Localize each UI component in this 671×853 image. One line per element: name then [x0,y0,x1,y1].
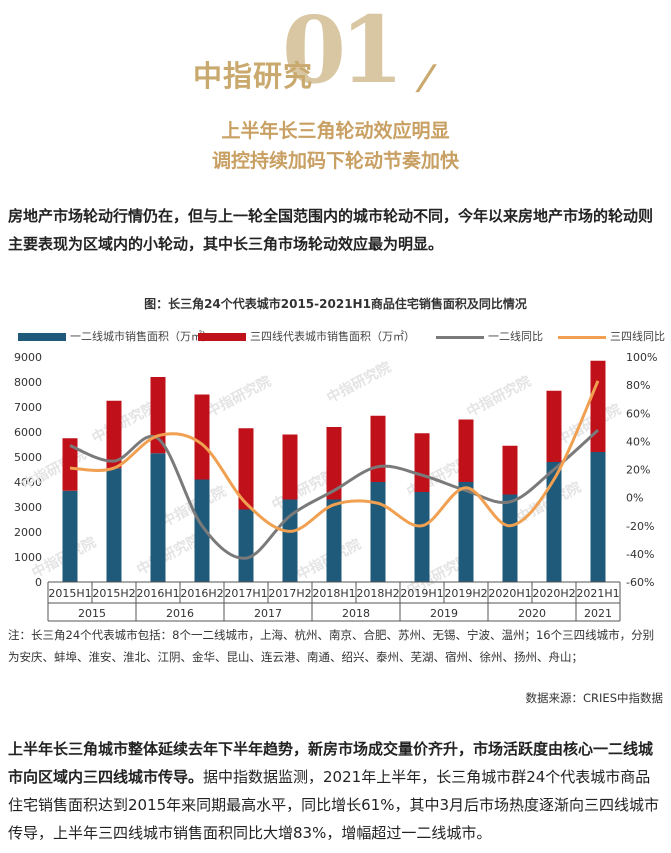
y-right-tick-label: -20% [626,520,654,533]
bar-tier34 [326,427,342,500]
chart-footnote: 注：长三角24个代表城市包括：8个一二线城市，上海、杭州、南京、合肥、苏州、无锡… [8,628,655,664]
legend-swatch [436,335,484,339]
x-year-label: 2017 [254,607,282,620]
bar-tier34 [282,434,298,500]
chart-legend: 一二线城市销售面积（万㎡） 三四线代表城市销售面积（万㎡） 一二线同比 三四线同… [0,328,671,344]
bar-tier12 [106,468,122,582]
legend-swatch [198,333,246,341]
y-right-tick-label: -40% [626,548,654,561]
line-tier34-yoy [69,380,600,533]
intro-paragraph: 房地产市场轮动行情仍在，但与上一轮全国范围内的城市轮动不同，今年以来房地产市场的… [8,207,654,253]
y-left-tick-label: 2000 [14,526,42,539]
chart-svg: 0 1000 2000 3000 4000 5000 6000 7000 8000 9000 -60… [14,351,657,622]
watermark-text: 中指研究院 [324,359,394,407]
legend-item-tier34-yoy: 三四线同比 [558,328,665,344]
watermark-text: 中指研究院 [134,531,204,579]
bar-tier12 [414,492,430,582]
x-year-label: 2016 [166,607,194,620]
section-number: 01 [282,0,404,104]
y-left-tick-label: 8000 [14,376,42,389]
x-year-label: 2018 [342,607,370,620]
bar-tier34 [238,428,254,510]
y-right-tick-label: 60% [626,407,650,420]
x-category-label: 2016H2 [180,587,223,600]
bar-tier34 [194,394,210,480]
x-category-label: 2020H2 [532,587,575,600]
body-paragraph: 上半年长三角城市整体延续去年下半年趋势，新房市场成交量价齐升，市场活跃度由核心一… [8,735,664,847]
y-left-tick-label: 9000 [14,351,42,364]
y-right-tick-label: -60% [626,576,654,589]
bar-tier12 [590,452,606,582]
y-right-tick-label: 0% [626,492,643,505]
y-left-tick-label: 7000 [14,401,42,414]
bar-tier34 [458,419,474,482]
bar-tier34 [502,445,518,495]
y-right-tick-label: 20% [626,464,650,477]
y-left-tick-label: 0 [35,576,42,589]
bar-tier12 [502,494,518,582]
bar-tier12 [194,479,210,582]
x-year-label: 2019 [430,607,458,620]
legend-item-tier34-area: 三四线代表城市销售面积（万㎡） [198,328,415,344]
article-header: 01 中指研究 / [0,0,671,110]
subtitle-line-2: 调控持续加码下轮动节奏加快 [211,150,459,172]
chart-title: 图：长三角24个代表城市2015-2021H1商品住宅销售面积及同比情况 [144,297,527,311]
bar-tier12 [150,453,166,582]
x-category-label: 2020H1 [488,587,531,600]
y-left-tick-label: 5000 [14,451,42,464]
bar-tier34 [590,360,606,452]
y-right-tick-label: 40% [626,435,650,448]
y-left-tick-label: 4000 [14,476,42,489]
watermark-text: 中指研究院 [554,401,624,449]
legend-swatch [558,335,606,339]
y-right-tick-label: 80% [626,379,650,392]
legend-item-tier12-yoy: 一二线同比 [436,328,543,344]
x-category-label: 2019H1 [400,587,443,600]
bar-tier34 [414,433,430,492]
x-category-label: 2016H1 [136,587,179,600]
subtitle-line-1: 上半年长三角轮动效应明显 [221,120,450,142]
data-source: 数据来源：CRIES中指数据 [525,691,663,705]
line-tier12-yoy [69,429,600,560]
x-category-label: 2018H1 [312,587,355,600]
bar-tier12 [458,482,474,582]
x-year-label: 2015 [78,607,106,620]
bar-tier34 [62,438,78,491]
x-category-label: 2015H2 [92,587,135,600]
section-subtitle: 上半年长三角轮动效应明显 调控持续加码下轮动节奏加快 [0,116,671,176]
y-left-tick-label: 3000 [14,501,42,514]
legend-item-tier12-area: 一二线城市销售面积（万㎡） [18,328,213,344]
bar-tier12 [62,490,78,582]
y-left-tick-label: 6000 [14,426,42,439]
bar-tier12 [546,462,562,582]
bar-tier34 [546,390,562,462]
x-category-label: 2015H1 [48,587,91,600]
x-category-label: 2019H2 [444,587,487,600]
bar-tier34 [106,400,122,469]
y-left-tick-label: 1000 [14,551,42,564]
watermark-text: 中指研究院 [204,373,274,421]
slash-decoration: / [413,58,439,98]
watermark-text: 中指研究院 [159,483,229,531]
body-paragraph-text: 据中指数据监测，2021年上半年，长三角城市群24个代表城市商品住宅销售面积达到… [8,768,660,842]
x-category-label: 2021H1 [576,587,619,600]
y-right-tick-label: 100% [626,351,657,364]
legend-swatch [18,333,66,341]
watermark-text: 中指研究院 [464,373,534,421]
x-category-label: 2018H2 [356,587,399,600]
x-category-label: 2017H1 [224,587,267,600]
bar-tier12 [326,499,342,582]
bar-tier12 [370,482,386,582]
body-paragraph-lead: 上半年长三角城市整体延续去年下半年趋势，新房市场成交量价齐升，市场活跃度由核心一… [8,740,654,786]
bar-tier34 [370,415,386,482]
x-year-label: 2020 [518,607,546,620]
x-year-label: 2021 [584,607,612,620]
brand-logo-text: 中指研究 [193,59,314,93]
x-category-label: 2017H2 [268,587,311,600]
bar-tier12 [238,509,254,582]
